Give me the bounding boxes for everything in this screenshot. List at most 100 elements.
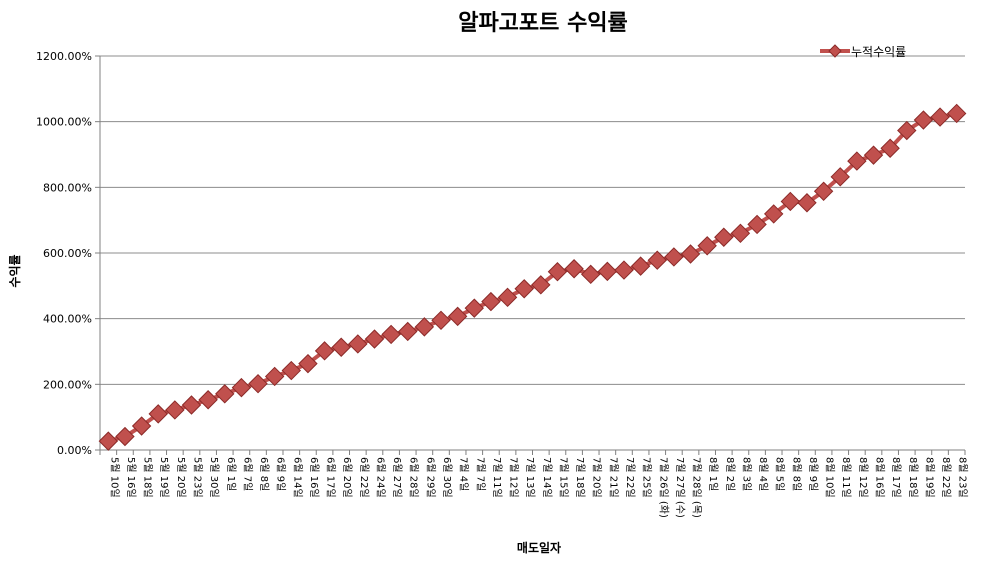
data-point: [847, 151, 867, 171]
x-tick-label: 5월 23일: [191, 457, 203, 498]
data-point: [780, 191, 801, 212]
series-line: [107, 111, 958, 444]
y-tick-label: 400.00%: [43, 313, 92, 326]
x-tick-label: 7월 15일: [557, 457, 569, 498]
x-axis-title: 매도일자: [517, 540, 561, 555]
x-tick-label: 7월 18일: [574, 457, 586, 498]
x-tick-label: 5월 16일: [125, 457, 137, 498]
x-tick-label: 7월 26일 (화): [657, 457, 669, 518]
legend-diamond-icon: [828, 44, 842, 58]
x-tick-label: 8월 17일: [890, 457, 902, 498]
data-point: [264, 366, 285, 387]
x-tick-label: 6월 28일: [408, 457, 420, 498]
data-point: [497, 287, 518, 308]
data-point: [581, 264, 601, 285]
data-point: [547, 262, 568, 282]
data-point: [198, 390, 218, 410]
x-tick-label: 5월 20일: [175, 457, 187, 498]
data-point: [514, 279, 534, 299]
x-tick-label: 8월 3일: [740, 457, 752, 491]
data-point: [897, 120, 917, 141]
x-axis-tick-labels: 5월 10일 5월 16일 5월 18일 5월 19일 5월 20일 5월 23일 5월 3…: [99, 450, 969, 518]
series-cumulative-return: [98, 103, 967, 451]
x-tick-label: 8월 1일: [707, 457, 719, 491]
data-point: [181, 395, 202, 415]
data-point: [431, 310, 451, 331]
data-point: [398, 321, 418, 342]
legend: 누적수익률: [820, 44, 906, 59]
x-tick-label: 6월 17일: [325, 457, 337, 498]
x-tick-label: 7월 28일 (목): [691, 457, 703, 518]
x-tick-label: 6월 1일: [225, 457, 237, 491]
data-point: [98, 431, 119, 451]
y-tick-label: 200.00%: [43, 378, 92, 391]
x-tick-label: 6월 29일: [424, 457, 436, 498]
data-point: [946, 103, 967, 124]
y-axis-title: 수익률: [8, 254, 22, 287]
data-point: [747, 214, 767, 235]
data-point: [131, 416, 152, 436]
data-point: [281, 360, 302, 381]
x-tick-label: 6월 24일: [374, 457, 386, 498]
data-point: [481, 291, 501, 312]
x-tick-label: 7월 13일: [524, 457, 536, 498]
data-point: [813, 181, 834, 201]
data-point: [880, 138, 900, 158]
data-point: [115, 426, 135, 447]
x-tick-label: 8월 4일: [757, 457, 769, 491]
data-point: [231, 377, 252, 398]
data-point: [531, 275, 551, 295]
x-tick-label: 7월 11일: [491, 457, 503, 498]
data-point: [913, 110, 934, 130]
data-point: [148, 404, 168, 424]
data-point: [597, 261, 618, 282]
data-point: [730, 223, 751, 244]
data-point: [664, 247, 684, 267]
x-tick-label: 8월 16일: [874, 457, 886, 498]
x-tick-label: 6월 22일: [358, 457, 370, 498]
x-tick-label: 7월 27일 (수): [674, 457, 686, 518]
data-point: [564, 259, 584, 279]
data-point: [381, 324, 401, 345]
x-tick-label: 8월 19일: [923, 457, 935, 498]
chart-title: 알파고포트 수익률: [458, 11, 628, 36]
y-tick-label: 1000.00%: [36, 116, 92, 129]
x-tick-label: 8월 22일: [940, 457, 952, 498]
x-tick-label: 6월 16일: [308, 457, 320, 498]
data-point: [414, 317, 435, 337]
data-point: [763, 204, 784, 224]
data-point: [298, 353, 318, 374]
x-tick-label: 6월 14일: [291, 457, 303, 498]
x-tick-label: 5월 10일: [108, 457, 120, 498]
data-point: [165, 400, 185, 420]
x-tick-label: 7월 7일: [474, 457, 486, 491]
y-tick-label: 1200.00%: [36, 50, 92, 63]
x-tick-label: 8월 10일: [824, 457, 836, 498]
data-point: [364, 329, 385, 349]
x-tick-label: 8월 8일: [790, 457, 802, 491]
x-tick-label: 5월 19일: [158, 457, 170, 498]
data-point: [248, 373, 268, 394]
legend-label: 누적수익률: [851, 45, 906, 59]
x-tick-label: 7월 21일: [607, 457, 619, 498]
x-tick-label: 5월 30일: [208, 457, 220, 498]
data-point: [714, 227, 734, 247]
x-tick-label: 7월 14일: [541, 457, 553, 498]
y-axis-tick-labels: 0.00% 200.00% 400.00% 600.00% 800.00% 1000.00…: [36, 50, 92, 457]
y-tick-label: 600.00%: [43, 247, 92, 260]
data-point: [447, 306, 468, 327]
x-tick-label: 8월 12일: [857, 457, 869, 498]
data-point: [215, 384, 235, 404]
data-point: [348, 334, 368, 354]
x-tick-label: 7월 20일: [591, 457, 603, 498]
data-point: [331, 337, 351, 357]
x-tick-label: 8월 18일: [907, 457, 919, 498]
x-tick-label: 7월 22일: [624, 457, 636, 498]
data-point: [314, 341, 335, 361]
data-point: [697, 236, 717, 256]
x-tick-label: 6월 9일: [275, 457, 287, 491]
x-tick-label: 7월 4일: [458, 457, 470, 491]
x-tick-label: 6월 8일: [258, 457, 270, 491]
y-tick-label: 0.00%: [57, 444, 92, 457]
x-tick-label: 7월 25일: [641, 457, 653, 498]
